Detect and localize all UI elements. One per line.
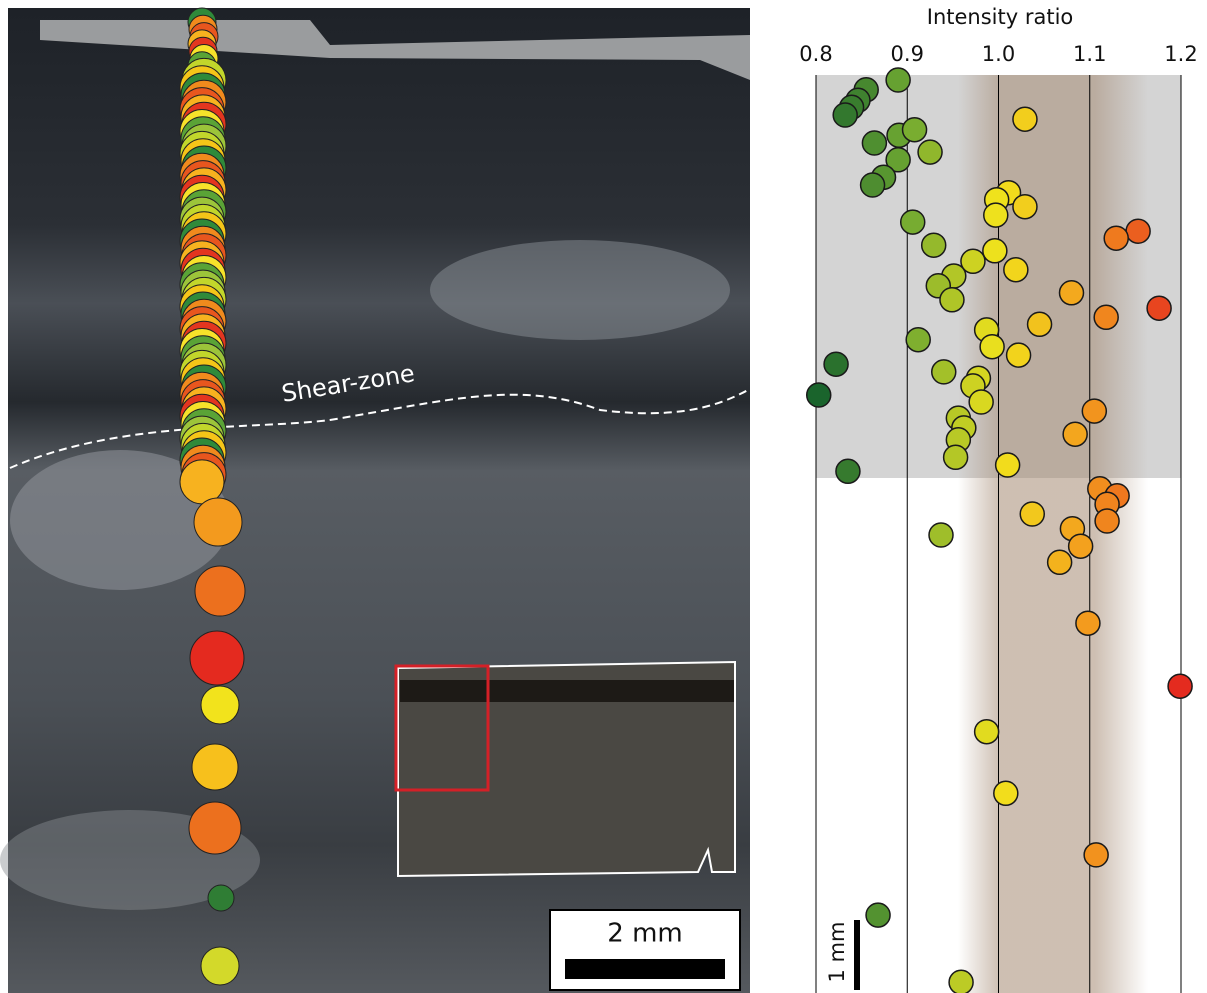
data-point xyxy=(1081,398,1108,424)
sample-spot xyxy=(193,497,243,547)
data-point xyxy=(1046,549,1073,576)
sample-spot xyxy=(200,946,240,986)
data-point xyxy=(928,522,954,548)
data-point xyxy=(835,458,861,485)
chart: Intensity ratio 0.8 0.9 1.0 1.1 1.2 1 mm xyxy=(799,5,1198,993)
data-point xyxy=(823,351,849,377)
sample-spot xyxy=(207,884,235,912)
x-tick-label: 1.2 xyxy=(1164,42,1197,66)
data-point xyxy=(931,359,957,385)
data-point xyxy=(805,382,832,408)
sample-spot xyxy=(200,685,240,725)
data-point xyxy=(917,139,943,165)
data-point xyxy=(1125,218,1151,244)
data-point xyxy=(1093,304,1119,331)
data-point xyxy=(1146,295,1172,321)
sample-spot xyxy=(191,743,239,791)
data-point xyxy=(1062,421,1088,447)
data-point xyxy=(939,287,965,313)
data-point xyxy=(899,209,926,235)
data-point xyxy=(979,333,1005,360)
data-point xyxy=(920,232,947,258)
clast xyxy=(10,450,230,590)
data-point xyxy=(948,969,974,993)
data-point xyxy=(993,780,1019,807)
data-point xyxy=(1005,342,1032,368)
x-tick-label: 0.8 xyxy=(799,42,832,66)
data-point xyxy=(982,238,1008,264)
data-point xyxy=(905,326,931,353)
data-point xyxy=(1094,508,1120,534)
data-point xyxy=(861,130,888,156)
photo: Shear-zone 2 mm xyxy=(0,7,750,993)
shear-line xyxy=(9,389,749,469)
data-point xyxy=(1012,193,1038,220)
inset xyxy=(397,660,736,878)
y-scale-label: 1 mm xyxy=(825,922,849,983)
sample-spot xyxy=(189,630,245,686)
axis-title: Intensity ratio xyxy=(927,5,1074,29)
data-point xyxy=(832,102,858,128)
data-point xyxy=(942,444,969,471)
y-scale-bar xyxy=(854,920,860,990)
data-point xyxy=(960,248,986,275)
clast xyxy=(430,240,730,340)
x-tick-label: 1.0 xyxy=(982,42,1015,66)
sample-spot xyxy=(179,459,225,505)
data-point xyxy=(1019,501,1046,527)
data-point xyxy=(885,67,911,93)
data-point xyxy=(983,202,1009,228)
scale-bar xyxy=(565,959,725,979)
data-point xyxy=(1067,533,1094,559)
data-point xyxy=(1026,311,1053,338)
data-point xyxy=(973,718,1000,745)
sample-spot xyxy=(188,801,242,855)
scale-label: 2 mm xyxy=(607,919,682,949)
inset-box xyxy=(394,664,490,792)
data-point xyxy=(1012,106,1038,132)
data-point xyxy=(1058,280,1085,306)
inset-band xyxy=(400,680,734,702)
data-point xyxy=(1103,225,1129,251)
data-point xyxy=(1003,256,1029,283)
data-point xyxy=(885,147,911,173)
data-point xyxy=(1075,610,1101,636)
data-point xyxy=(859,172,886,198)
data-point xyxy=(901,116,928,143)
data-point xyxy=(1167,673,1193,699)
data-point xyxy=(968,389,994,415)
data-point xyxy=(1083,842,1109,868)
data-point xyxy=(865,902,891,928)
sample-spots xyxy=(179,7,246,986)
data-point xyxy=(994,452,1021,478)
sample-spot xyxy=(194,565,246,617)
x-tick-label: 1.1 xyxy=(1073,42,1106,66)
x-tick-label: 0.9 xyxy=(891,42,924,66)
